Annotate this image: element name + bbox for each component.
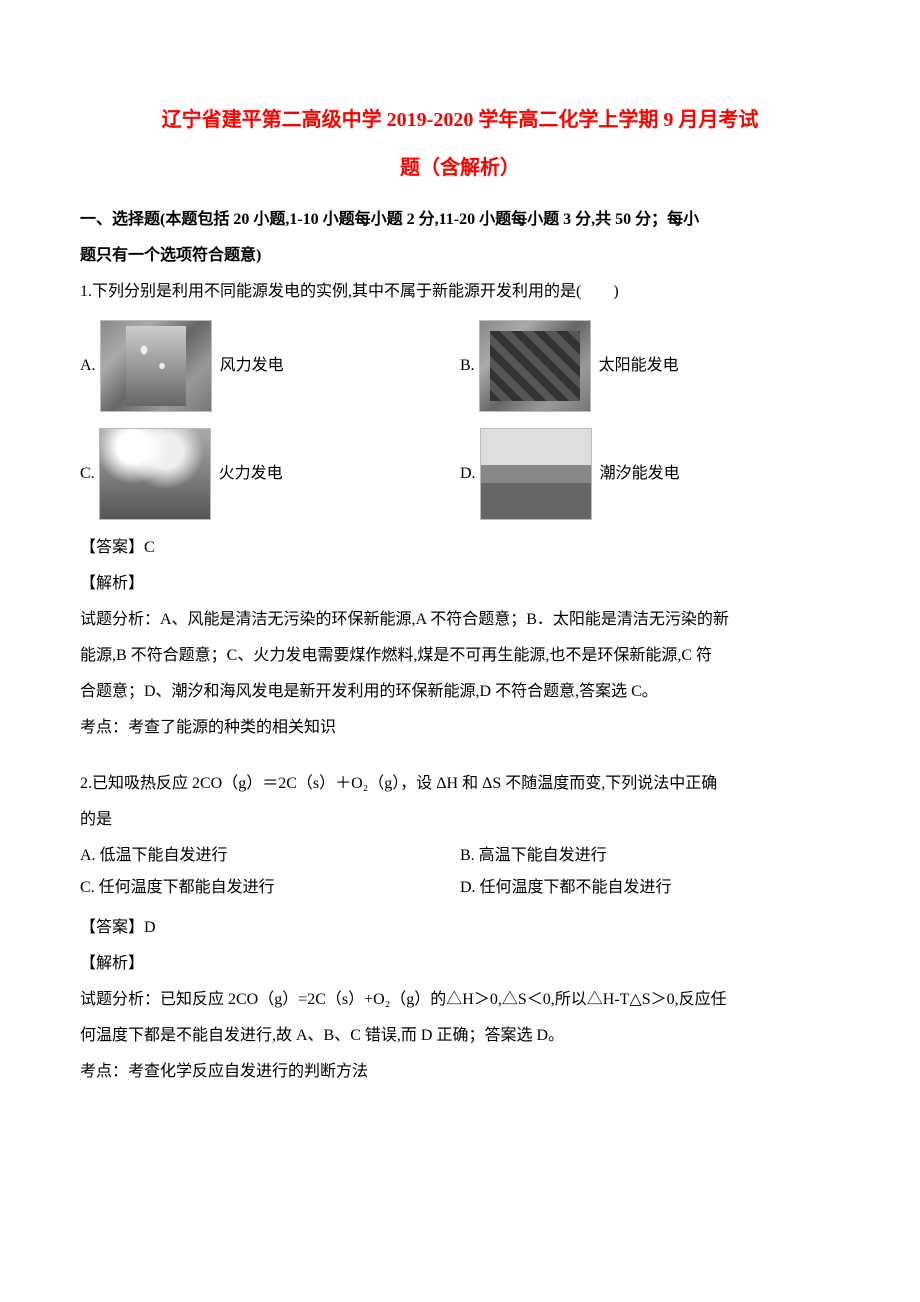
q1-stem: 1.下列分别是利用不同能源发电的实例,其中不属于新能源开发利用的是( ) (80, 276, 840, 308)
q1-analysis-line3: 合题意；D、潮汐和海风发电是新开发利用的环保新能源,D 不符合题意,答案选 C。 (80, 676, 840, 708)
q1-point: 考点：考查了能源的种类的相关知识 (80, 712, 840, 744)
q1-analysis-line2: 能源,B 不符合题意；C、火力发电需要煤作燃料,煤是不可再生能源,也不是环保新能… (80, 640, 840, 672)
q2-option-a: A. 低温下能自发进行 (80, 840, 460, 872)
tidal-power-image (480, 428, 592, 520)
q1-option-a-text: 风力发电 (220, 350, 284, 382)
q1-option-c-text: 火力发电 (219, 458, 283, 490)
q1-analysis-line1: 试题分析：A、风能是清洁无污染的环保新能源,A 不符合题意；B．太阳能是清洁无污… (80, 604, 840, 636)
q1-option-d-label: D. (460, 458, 476, 490)
q2-point: 考点：考查化学反应自发进行的判断方法 (80, 1056, 840, 1088)
section-header-line1: 一、选择题(本题包括 20 小题,1-10 小题每小题 2 分,11-20 小题… (80, 204, 840, 236)
q1-option-b: B. 太阳能发电 (460, 316, 840, 416)
q2-stem-line1: 2.已知吸热反应 2CO（g）＝2C（s）＋O₂（g），设 ΔH 和 ΔS 不随… (80, 768, 840, 800)
solar-panel-image (479, 320, 591, 412)
q2-option-c: C. 任何温度下都能自发进行 (80, 872, 460, 904)
q2-option-d: D. 任何温度下都不能自发进行 (460, 872, 840, 904)
q2-answer: 【答案】D (80, 912, 840, 944)
q1-option-c-label: C. (80, 458, 95, 490)
q1-analysis-label: 【解析】 (80, 568, 840, 600)
q1-option-d-text: 潮汐能发电 (600, 458, 680, 490)
q1-option-c: C. 火力发电 (80, 424, 460, 524)
q1-options-row2: C. 火力发电 D. 潮汐能发电 (80, 424, 840, 524)
q2-analysis-line2: 何温度下都是不能自发进行,故 A、B、C 错误,而 D 正确；答案选 D。 (80, 1020, 840, 1052)
thermal-plant-image (99, 428, 211, 520)
q1-options-row1: A. 风力发电 B. 太阳能发电 (80, 316, 840, 416)
q1-answer: 【答案】C (80, 532, 840, 564)
wind-turbine-image (100, 320, 212, 412)
q1-option-b-text: 太阳能发电 (599, 350, 679, 382)
spacer (80, 744, 840, 768)
q1-option-a: A. 风力发电 (80, 316, 460, 416)
q2-options: A. 低温下能自发进行 B. 高温下能自发进行 C. 任何温度下都能自发进行 D… (80, 840, 840, 904)
q2-analysis-label: 【解析】 (80, 948, 840, 980)
exam-title-line1: 辽宁省建平第二高级中学 2019-2020 学年高二化学上学期 9 月月考试 (80, 100, 840, 140)
q2-stem-line2: 的是 (80, 804, 840, 836)
q1-option-b-label: B. (460, 350, 475, 382)
section-header-line2: 题只有一个选项符合题意) (80, 240, 840, 272)
q2-analysis-line1: 试题分析：已知反应 2CO（g）=2C（s）+O₂（g）的△H＞0,△S＜0,所… (80, 984, 840, 1016)
exam-title-line2: 题（含解析） (80, 148, 840, 188)
q1-option-d: D. 潮汐能发电 (460, 424, 840, 524)
q2-option-b: B. 高温下能自发进行 (460, 840, 840, 872)
q1-option-a-label: A. (80, 350, 96, 382)
